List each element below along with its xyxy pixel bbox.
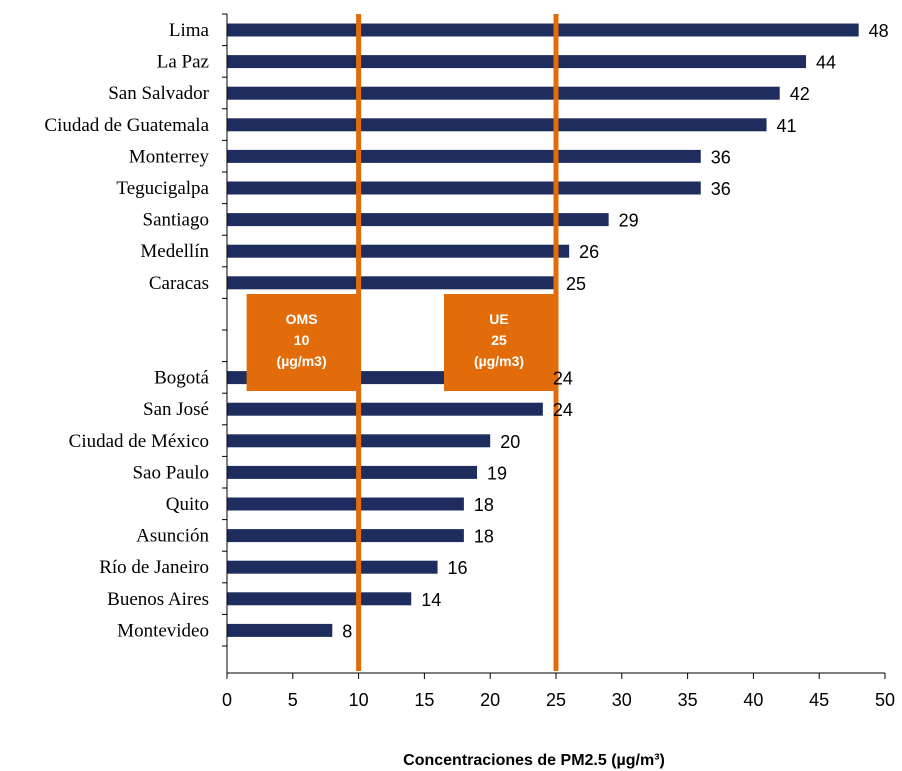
reference-label-line-10-0: OMS (286, 311, 318, 327)
value-label-monterrey: 36 (711, 147, 731, 167)
category-label-quito: Quito (166, 494, 209, 515)
reference-label-line-25-2: (µg/m3) (474, 353, 524, 369)
value-label-la-paz: 44 (816, 53, 836, 73)
value-label-quito: 18 (474, 495, 494, 515)
reference-label-line-10-2: (µg/m3) (277, 353, 327, 369)
category-label-san-jose: San José (143, 399, 209, 420)
category-label-bogota: Bogotá (154, 368, 209, 389)
category-label-monterrey: Monterrey (129, 146, 210, 167)
bar-caracas (227, 276, 556, 290)
x-tick-label-5: 5 (288, 690, 298, 710)
reference-label-box-25 (444, 294, 558, 391)
bar-lima (227, 23, 859, 37)
value-label-asuncion: 18 (474, 527, 494, 547)
reference-label-line-25-0: UE (489, 311, 508, 327)
value-label-sao-paulo: 19 (487, 463, 507, 483)
value-label-san-salvador: 42 (790, 84, 810, 104)
bar-san-jose (227, 402, 543, 416)
x-tick-label-35: 35 (678, 690, 698, 710)
bar-la-paz (227, 55, 807, 69)
bar-santiago (227, 213, 609, 227)
category-label-tegucigalpa: Tegucigalpa (116, 178, 209, 199)
category-label-la-paz: La Paz (157, 52, 209, 73)
x-tick-label-10: 10 (349, 690, 369, 710)
category-label-sao-paulo: Sao Paulo (132, 462, 209, 483)
bar-ciudad-de-guatemala (227, 118, 767, 132)
bar-medellin (227, 244, 570, 258)
value-label-rio-de-janeiro: 16 (448, 558, 468, 578)
x-tick-label-40: 40 (743, 690, 763, 710)
x-tick-label-30: 30 (612, 690, 632, 710)
value-label-san-jose: 24 (553, 400, 573, 420)
x-tick-label-15: 15 (414, 690, 434, 710)
bar-san-salvador (227, 86, 780, 100)
x-tick-label-50: 50 (875, 690, 895, 710)
category-label-buenos-aires: Buenos Aires (107, 589, 209, 610)
category-label-san-salvador: San Salvador (108, 83, 209, 104)
category-label-asuncion: Asunción (136, 526, 209, 547)
bars-layer (227, 23, 859, 637)
category-label-caracas: Caracas (149, 273, 209, 294)
value-label-montevideo: 8 (342, 621, 352, 641)
category-label-montevideo: Montevideo (117, 620, 209, 641)
bar-asuncion (227, 529, 464, 543)
category-label-medellin: Medellín (140, 241, 209, 262)
value-label-buenos-aires: 14 (421, 590, 441, 610)
reference-lines-layer: OMS 10 (µg/m3) UE 25 (µg/m3) (246, 14, 559, 671)
x-tick-label-0: 0 (222, 690, 232, 710)
value-label-caracas: 25 (566, 274, 586, 294)
value-label-ciudad-de-guatemala: 41 (777, 116, 797, 136)
x-axis-title: Concentraciones de PM2.5 (µg/m³) (403, 752, 665, 769)
reference-label-line-25-1: 25 (491, 332, 507, 348)
value-label-lima: 48 (869, 21, 889, 41)
axis-layer: 0 5 10 15 20 25 30 35 40 45 50 (222, 13, 895, 710)
labels-layer: Lima 48 La Paz 44 San Salvador 42 Ciudad de Gu… (44, 20, 888, 641)
bar-quito (227, 497, 464, 511)
category-label-santiago: Santiago (143, 210, 210, 231)
value-label-medellin: 26 (579, 242, 599, 262)
value-label-santiago: 29 (619, 211, 639, 231)
x-tick-label-20: 20 (480, 690, 500, 710)
value-label-bogota: 24 (553, 369, 573, 389)
reference-label-box-10 (246, 294, 361, 391)
x-tick-label-45: 45 (809, 690, 829, 710)
bar-buenos-aires (227, 592, 412, 606)
value-label-ciudad-de-mexico: 20 (500, 432, 520, 452)
category-label-ciudad-de-mexico: Ciudad de México (69, 431, 209, 452)
reference-label-line-10-1: 10 (294, 332, 310, 348)
bar-sao-paulo (227, 465, 478, 479)
x-tick-label-25: 25 (546, 690, 566, 710)
bar-montevideo (227, 623, 333, 637)
bar-monterrey (227, 149, 701, 163)
category-label-rio-de-janeiro: Río de Janeiro (99, 557, 209, 578)
category-label-lima: Lima (169, 20, 210, 41)
bar-tegucigalpa (227, 181, 701, 195)
bar-rio-de-janeiro (227, 560, 438, 574)
category-label-ciudad-de-guatemala: Ciudad de Guatemala (44, 115, 209, 136)
value-label-tegucigalpa: 36 (711, 179, 731, 199)
